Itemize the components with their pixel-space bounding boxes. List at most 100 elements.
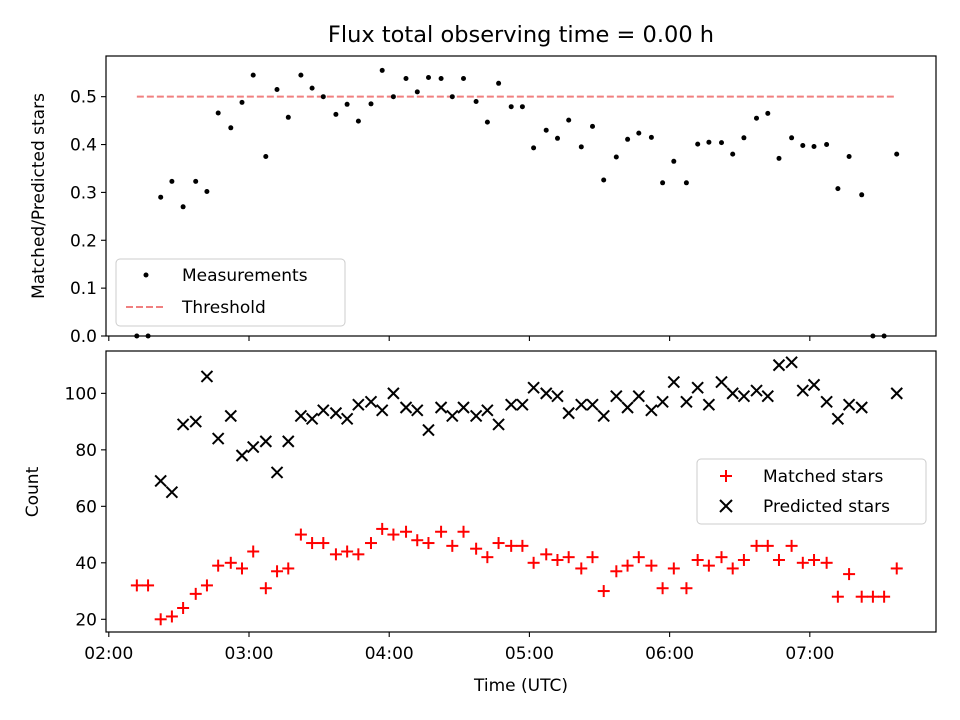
predicted-star-point (621, 401, 634, 414)
matched-star-point (796, 556, 809, 569)
matched-star-point (750, 539, 763, 552)
predicted-star-point (259, 435, 273, 448)
matched-star-point (761, 539, 774, 552)
legend-measurements-marker (143, 272, 149, 278)
count-y-tick-label: 40 (75, 554, 97, 574)
x-tick-label: 03:00 (225, 644, 274, 664)
legend-predicted-marker (719, 499, 733, 513)
predicted-star-point (294, 409, 308, 423)
measurement-point (846, 154, 852, 159)
measurement-point (204, 189, 210, 194)
count-y-tick-label: 80 (75, 441, 97, 461)
matched-star-point (680, 582, 693, 595)
measurement-point (754, 115, 759, 121)
predicted-star-point (411, 404, 424, 417)
matched-star-point (540, 548, 553, 561)
x-tick-label: 04:00 (365, 644, 414, 664)
measurement-point (508, 104, 514, 110)
matched-star-point (737, 553, 750, 566)
predicted-star-point (176, 418, 190, 431)
count-y-tick-label: 60 (75, 497, 97, 517)
matched-star-point (364, 537, 377, 550)
predicted-star-point (551, 389, 564, 403)
matched-star-point (341, 545, 354, 558)
predicted-star-point (446, 409, 459, 423)
legend-threshold-label: Threshold (181, 298, 266, 318)
matched-star-point (317, 537, 330, 550)
matched-star-point (411, 534, 424, 547)
matched-star-point (457, 525, 470, 538)
predicted-star-point (387, 387, 400, 400)
measurement-point (344, 101, 350, 107)
ratio-y-tick-label: 0.2 (70, 231, 97, 251)
x-tick-label: 06:00 (645, 644, 694, 664)
count-points (130, 356, 903, 626)
legend-predicted-label: Predicted stars (763, 497, 890, 517)
count-y-ticks: 20 40 60 80 100 (65, 384, 106, 630)
measurement-point (695, 141, 701, 147)
matched-star-point (855, 590, 868, 603)
measurement-point (215, 110, 221, 116)
measurement-point (239, 99, 245, 105)
predicted-star-point (516, 398, 529, 411)
ratio-y-tick-label: 0.1 (70, 279, 97, 299)
predicted-star-point (632, 389, 645, 403)
matched-star-point (142, 579, 155, 592)
measurement-point (730, 151, 736, 157)
matched-star-point (435, 525, 448, 538)
matched-star-point (446, 539, 459, 552)
ratio-y-tick-label: 0.5 (70, 88, 97, 108)
predicted-star-point (364, 395, 378, 409)
measurement-point (309, 85, 315, 91)
measurement-point (648, 134, 654, 140)
matched-star-point (645, 559, 658, 572)
measurement-point (706, 139, 712, 145)
measurement-point (519, 104, 525, 110)
predicted-star-point (855, 401, 868, 414)
measurement-point (438, 76, 444, 81)
ratio-y-axis-label: Matched/Predicted stars (29, 93, 49, 299)
matched-star-point (329, 548, 342, 561)
predicted-star-point (317, 404, 330, 417)
matched-star-point (400, 525, 413, 538)
count-legend: Matched stars Predicted stars (696, 458, 927, 525)
predicted-star-point (785, 356, 798, 369)
measurement-point (625, 136, 631, 142)
matched-star-point (551, 553, 564, 566)
measurement-point (298, 72, 304, 78)
matched-star-point (177, 601, 190, 614)
measurement-point (250, 72, 256, 78)
matched-star-point (843, 568, 856, 581)
ratio-legend: Measurements Threshold (115, 258, 346, 327)
predicted-star-point (211, 432, 225, 445)
matched-star-point (212, 559, 225, 572)
ratio-y-tick-label: 0.0 (70, 327, 97, 347)
x-tick-label: 05:00 (505, 644, 554, 664)
matched-star-point (376, 522, 389, 535)
ratio-plot-frame (105, 55, 937, 337)
measurement-point (811, 144, 817, 149)
ratio-x-ticks (108, 336, 811, 341)
count-x-ticks: 02:00 03:00 04:00 05:00 06:00 07:00 (84, 632, 834, 664)
measurement-point (193, 178, 199, 184)
count-y-tick-label: 100 (65, 384, 97, 404)
measurement-point (333, 111, 339, 117)
matched-star-point (785, 539, 798, 552)
measurement-point (800, 143, 806, 148)
measurement-point (368, 101, 374, 107)
ratio-y-ticks: 0.0 0.1 0.2 0.3 0.4 0.5 (70, 88, 106, 347)
ratio-y-tick-label: 0.3 (70, 183, 97, 203)
measurement-point (461, 76, 466, 81)
predicted-star-point (481, 404, 494, 417)
matched-star-point (294, 528, 307, 541)
matched-star-point (575, 562, 588, 575)
predicted-star-point (352, 398, 365, 411)
count-legend-box (696, 458, 927, 525)
measurement-point (403, 76, 409, 81)
predicted-star-point (422, 423, 435, 437)
predicted-star-point (890, 387, 903, 400)
predicted-star-point (691, 381, 704, 394)
measurement-point (590, 123, 595, 129)
matched-star-point (527, 556, 540, 569)
